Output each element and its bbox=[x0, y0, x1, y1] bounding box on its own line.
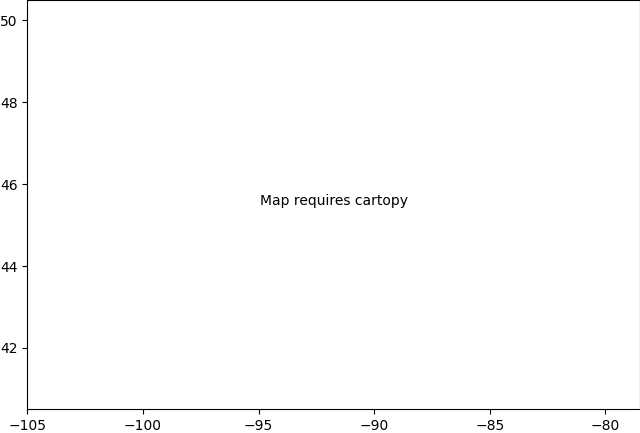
Text: Map requires cartopy: Map requires cartopy bbox=[260, 194, 408, 208]
